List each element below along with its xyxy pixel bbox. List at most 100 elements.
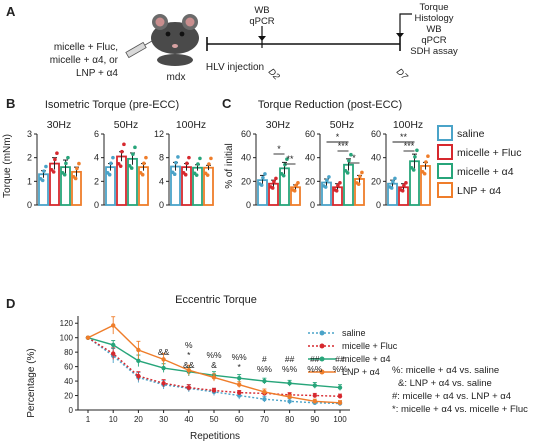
panel-letter-b: B	[6, 96, 15, 111]
panel-b-30Hz-dot-1	[55, 151, 59, 156]
panel-b-30Hz-dot-2	[62, 172, 67, 177]
panel-b-30Hz-dot-2	[64, 161, 68, 166]
key-line-4: *: micelle + α4 vs. micelle + Fluc	[392, 404, 528, 415]
legend-bc: saline micelle + Fluc micelle + α4 LNP +…	[437, 125, 521, 198]
panel-d-annotation: %%	[232, 352, 248, 362]
panel-b-100Hz-dot-3	[207, 162, 211, 166]
panel-d-point-3	[186, 368, 191, 373]
panel-d-xtick-label: 10	[109, 415, 118, 424]
panel-c-50Hz-ytick-label: 40	[305, 153, 315, 163]
panel-d-point-2	[337, 385, 343, 390]
syringe-icon	[125, 40, 153, 59]
panel-b-30Hz-dot-0	[42, 169, 46, 173]
panel-b-50Hz-ytick-label: 6	[94, 129, 99, 139]
panel-c-50Hz-dot-0	[325, 178, 329, 183]
panel-d-point-3	[136, 347, 141, 353]
panel-d-point-1	[211, 388, 217, 393]
panel-c-100Hz-dot-2	[415, 148, 419, 153]
d7-label: D7	[395, 66, 411, 82]
panel-b-100Hz-ytick-label: 0	[159, 200, 164, 210]
panel-c-50Hz-dot-2	[349, 152, 353, 157]
panel-b-ylabel: Torque (mNm)	[2, 134, 13, 198]
legend-label-micelle-a4: micelle + α4	[457, 166, 514, 178]
panel-c-100Hz-dot-1	[400, 189, 405, 193]
panel-b-100Hz-dot-2	[198, 156, 202, 161]
panel-b-100Hz-dot-2	[194, 173, 199, 177]
panel-d-point-1	[136, 373, 141, 379]
panel-d-annotation: #	[262, 354, 267, 364]
panel-b-30Hz-ytick-label: 2	[27, 153, 32, 163]
panel-d-point-3	[111, 323, 116, 328]
d2-assay-1: WB	[254, 5, 269, 16]
panel-d-xtick-label: 1	[86, 415, 91, 424]
panel-d-point-2	[287, 381, 292, 386]
panel-c-100Hz-ytick-label: 40	[371, 153, 381, 163]
panel-c-100Hz-dot-1	[402, 183, 406, 188]
panel-a-timeline: micelle + Fluc, micelle + α4, or LNP + α…	[50, 2, 458, 83]
chart-marks: 012330Hz024650Hz04812100Hz020406030Hz***…	[27, 119, 431, 424]
panel-b-100Hz-dot-1	[187, 155, 191, 160]
panel-c-100Hz-ytick-label: 60	[371, 129, 381, 139]
panel-d-annotation: *	[187, 350, 191, 360]
panel-c-30Hz-ytick-label: 20	[241, 176, 251, 186]
legend-swatch-lnp-a4	[437, 182, 453, 198]
panel-d-point-1	[237, 390, 242, 395]
panel-c-50Hz-dot-1	[334, 189, 339, 193]
panel-b-50Hz-dot-1	[116, 161, 121, 166]
legend-d-lnp-a4: LNP + α4	[342, 367, 380, 377]
panel-d-point-1	[186, 385, 191, 390]
panel-b-30Hz-ytick-label: 3	[27, 129, 32, 139]
panel-c-30Hz-dot-0	[259, 183, 264, 187]
panel-d-point-0	[287, 399, 292, 404]
panel-c-30Hz-dot-3	[296, 181, 300, 185]
panel-d-ylabel: Percentage (%)	[26, 348, 37, 417]
key-line-3: #: micelle + α4 vs. LNP + α4	[392, 391, 511, 402]
panel-c-50Hz-dot-2	[347, 158, 351, 163]
legend-swatch-micelle-fluc	[437, 144, 453, 160]
panel-d-point-3	[337, 400, 343, 405]
panel-c-100Hz-dot-3	[426, 154, 430, 158]
panel-b-100Hz-subplot-title: 100Hz	[176, 119, 206, 131]
panel-d-annotation: %%	[206, 350, 222, 360]
panel-c-50Hz-ytick-label: 20	[305, 176, 315, 186]
panel-d-annotation: %%	[282, 364, 298, 374]
panel-c-100Hz-dot-3	[422, 171, 427, 176]
panel-b-50Hz-dot-3	[144, 155, 148, 160]
panel-b-50Hz-ytick-label: 4	[94, 153, 99, 163]
panel-b-30Hz-dot-0	[40, 178, 45, 183]
panel-b-50Hz-dot-0	[111, 155, 115, 160]
panel-c-30Hz-ytick-label: 40	[241, 153, 251, 163]
panel-d-point-0	[262, 396, 267, 402]
panel-d-annotation: &&	[183, 360, 195, 370]
panel-c-30Hz-dot-2	[281, 173, 286, 178]
panel-d-point-1	[312, 393, 317, 398]
panel-c-100Hz-dot-1	[404, 181, 408, 185]
panel-c-50Hz-dot-3	[360, 170, 364, 175]
panel-c-30Hz-ytick-label: 0	[246, 200, 251, 210]
panel-c-sig-label: *	[277, 144, 281, 154]
panel-b-100Hz-ytick-label: 4	[159, 176, 164, 186]
panel-b-100Hz-dot-2	[196, 162, 200, 166]
panel-c-sig-label: **	[400, 132, 408, 142]
panel-d-point-3	[262, 389, 267, 395]
panel-c-100Hz-ytick-label: 20	[371, 176, 381, 186]
panel-c-30Hz-dot-0	[263, 172, 267, 176]
panel-d-point-1	[337, 394, 343, 399]
panel-b-50Hz-ytick-label: 0	[94, 200, 99, 210]
panel-c-30Hz-dot-1	[274, 176, 278, 181]
panel-d-annotation: &	[211, 360, 217, 370]
panel-letter-a: A	[6, 4, 16, 19]
panel-d-point-3	[211, 375, 217, 380]
panel-b-50Hz-dot-2	[131, 152, 135, 157]
panel-letter-c: C	[222, 96, 232, 111]
panel-c-50Hz-ytick-label: 0	[310, 200, 315, 210]
panel-d-ytick-label: 120	[60, 319, 74, 328]
mouse-icon	[151, 14, 199, 66]
panel-b-50Hz-subplot-title: 50Hz	[114, 119, 139, 131]
panel-c-50Hz-dot-1	[336, 183, 340, 188]
d7-assay-3: WB	[426, 24, 441, 35]
panel-d-point-3	[312, 399, 317, 404]
panel-d-point-3	[237, 382, 242, 387]
legend-label-lnp-a4: LNP + α4	[457, 185, 501, 197]
hlv-label: HLV injection	[206, 62, 264, 73]
